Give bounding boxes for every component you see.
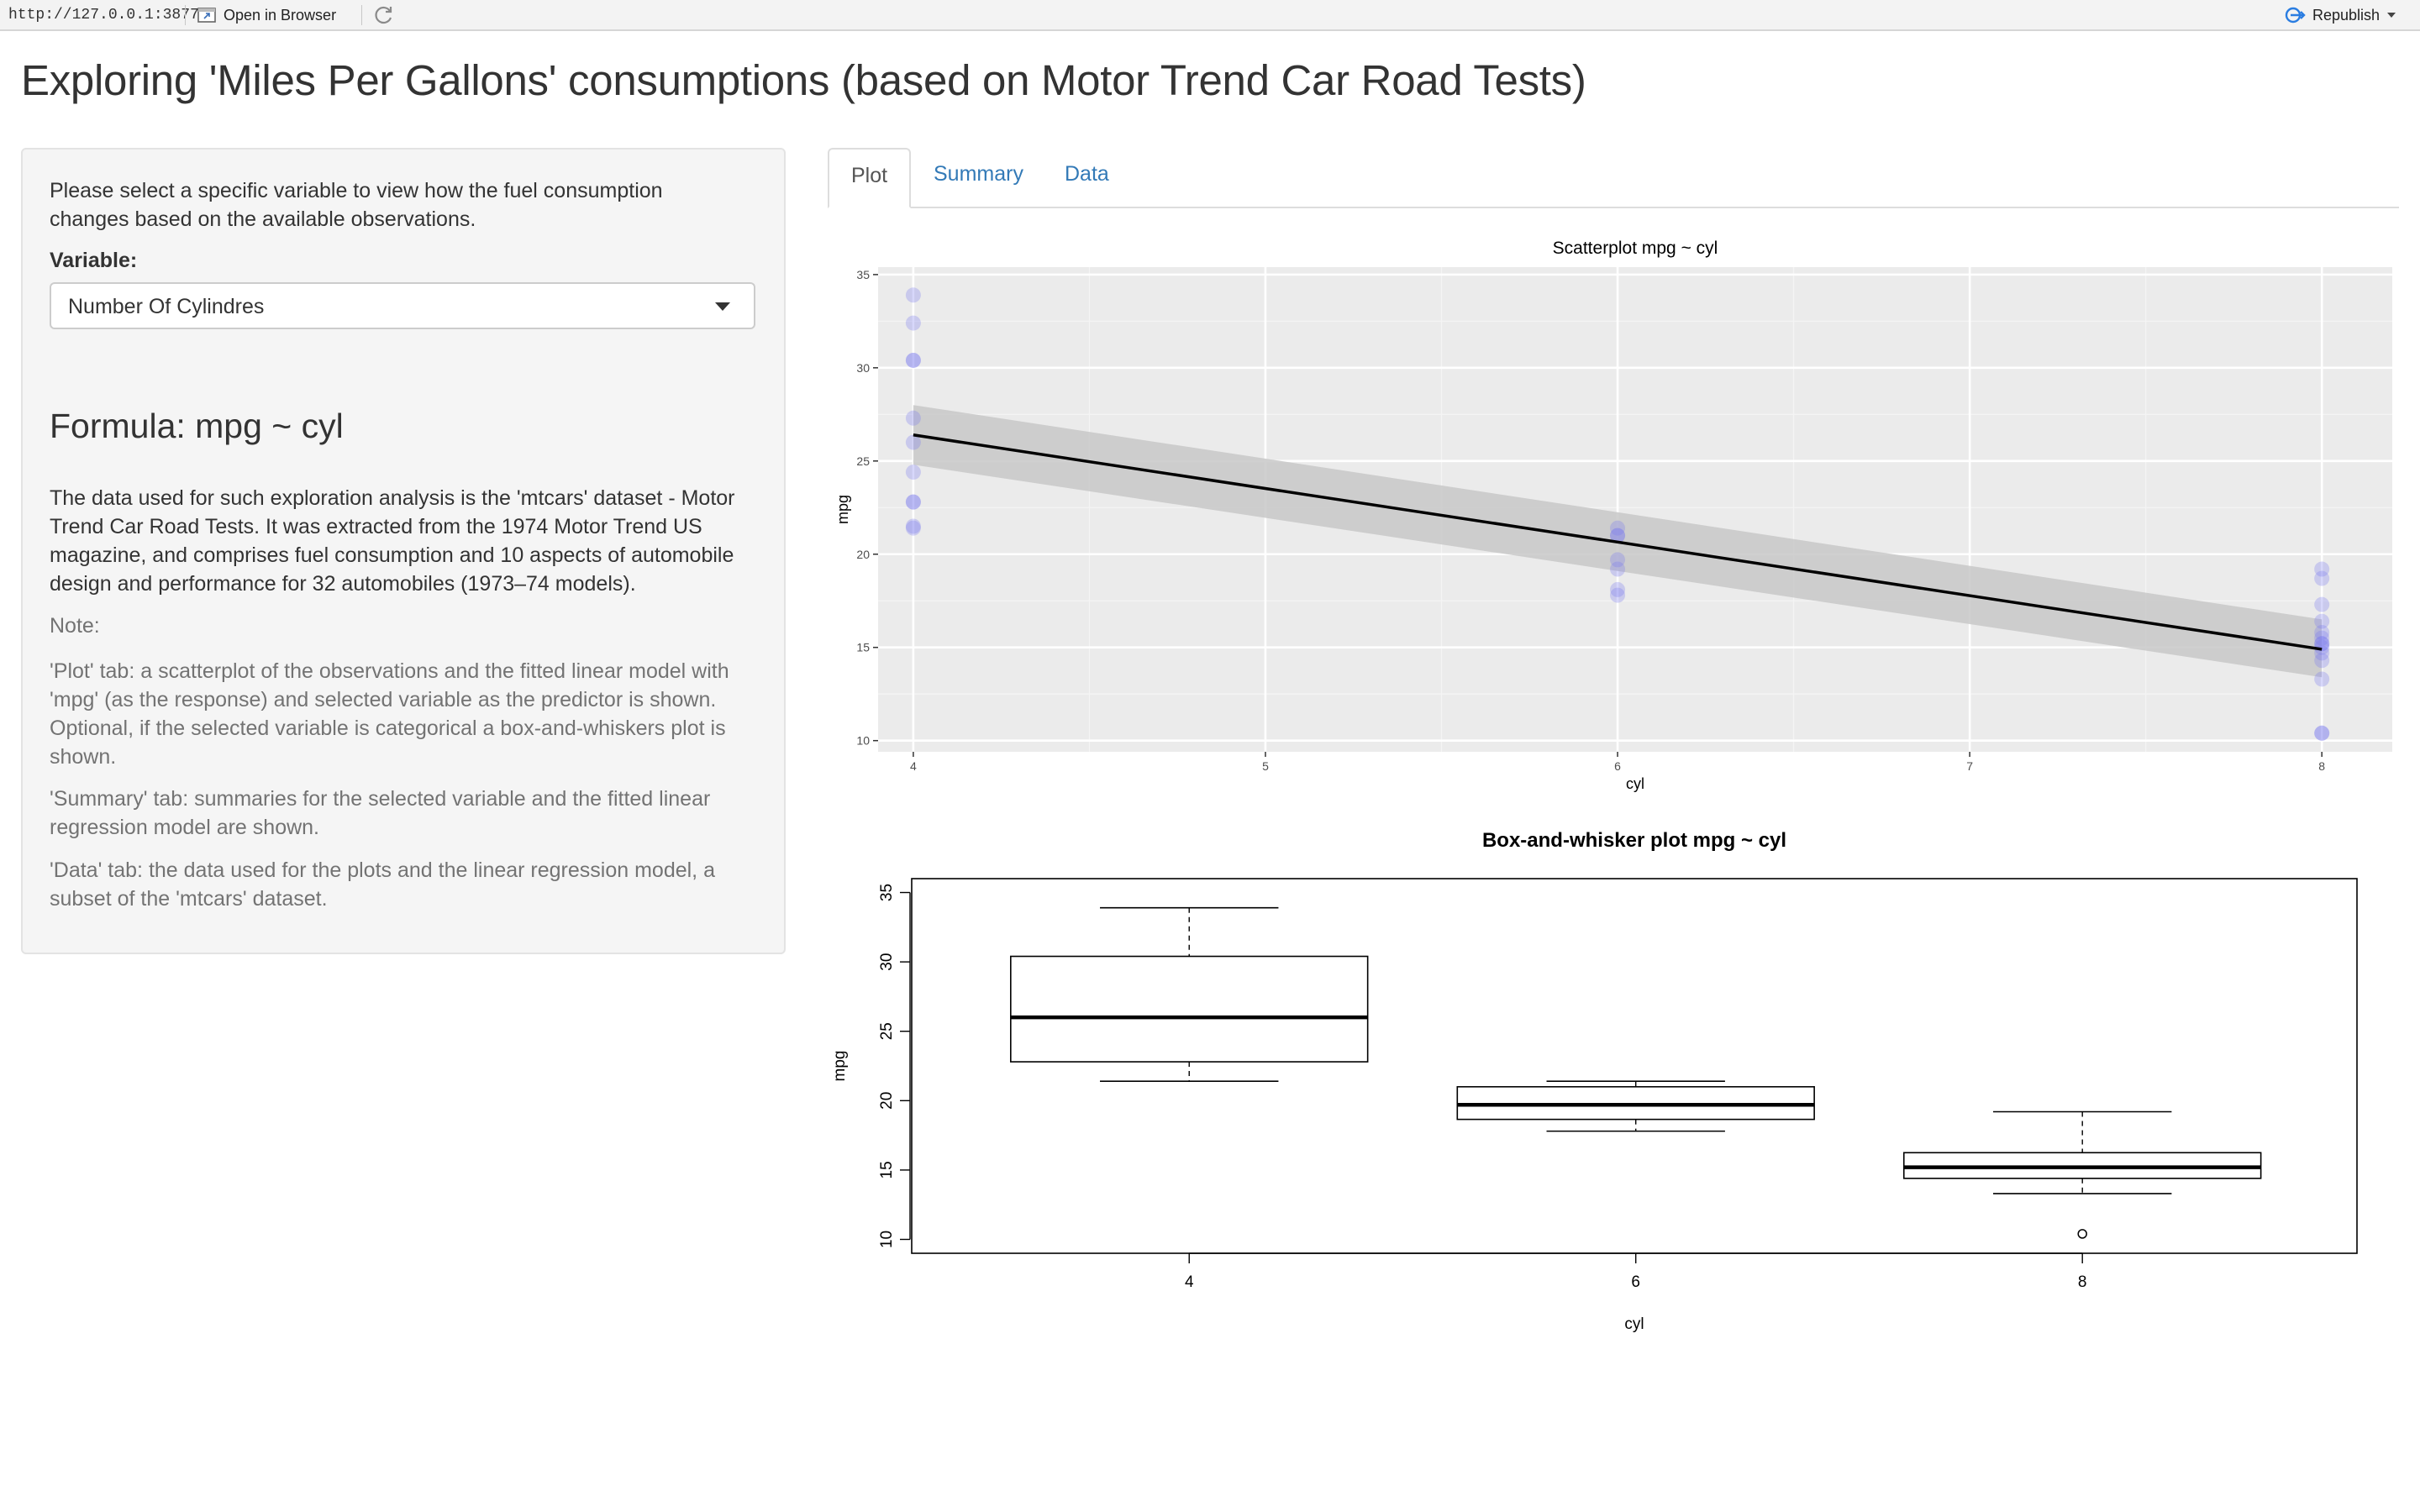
y-tick-label: 25 [856,454,870,468]
variable-select-value: Number Of Cylindres [68,295,265,318]
data-point [2314,570,2330,586]
x-tick-label: 4 [1185,1273,1194,1291]
republish-label: Republish [2312,6,2381,24]
summary-tab-note: 'Summary' tab: summaries for the selecte… [50,787,711,839]
data-point [905,315,921,331]
data-point [2314,561,2330,577]
data-point [1610,587,1626,603]
plot-panel [878,267,2392,752]
viewer-toolbar: http://127.0.0.1:3877 Open in Browser Re… [0,0,2420,31]
data-point [905,518,921,534]
note-label: Note: [50,614,100,638]
data-point [905,494,921,510]
y-tick-label: 20 [878,1092,896,1110]
plot-frame [911,878,2358,1254]
y-tick-label: 15 [856,641,870,654]
y-tick-label: 30 [856,361,870,375]
x-tick-label: 4 [910,759,917,773]
open-in-browser-button[interactable]: Open in Browser [197,3,336,27]
regression-line [913,433,2323,651]
tab-data[interactable]: Data [1065,162,1109,186]
data-point [905,352,921,368]
x-tick-label: 6 [1614,759,1621,773]
data-point [905,520,921,536]
republish-button[interactable]: Republish [2284,3,2396,27]
caret-down-icon [715,302,730,311]
data-point [2314,725,2330,741]
data-point [2314,596,2330,612]
data-point [1610,552,1626,568]
y-tick-label: 15 [878,1161,896,1179]
page-title: Exploring 'Miles Per Gallons' consumptio… [21,56,1586,104]
x-axis-label: cyl [1624,1315,1644,1333]
refresh-icon[interactable] [373,4,395,26]
x-tick-label: 8 [2318,759,2325,773]
publish-icon [2285,7,2306,24]
chevron-down-icon [2387,13,2396,18]
dataset-description: The data used for such exploration analy… [50,486,735,596]
y-tick-label: 10 [856,734,870,748]
data-point [2314,624,2330,640]
scatterplot-chart: Scatterplot mpg ~ cyl 4 5 6 7 8 10 15 20 25 30 35 cy… [834,239,2392,792]
variable-label: Variable: [50,249,138,272]
data-point [2314,653,2330,669]
viewer-url[interactable]: http://127.0.0.1:3877 [8,7,199,24]
data-point [1610,581,1626,597]
x-tick-label: 5 [1262,759,1269,773]
data-point [1610,520,1626,536]
tab-bar: Plot Summary Data [828,148,2399,208]
variable-select[interactable]: Number Of Cylindres [50,282,755,329]
data-point [905,410,921,426]
data-point [1610,561,1626,577]
sidebar-panel: Please select a specific variable to vie… [21,148,786,954]
plot-tab-note: 'Plot' tab: a scatterplot of the observa… [50,659,729,769]
data-point [905,434,921,450]
y-axis-label: mpg [834,495,851,524]
boxplot-title: Box-and-whisker plot mpg ~ cyl [1482,829,1786,852]
formula-heading: Formula: mpg ~ cyl [50,407,344,445]
scatter-title: Scatterplot mpg ~ cyl [1553,239,1718,258]
outlier-point [2077,1229,2087,1239]
data-point [2314,671,2330,687]
y-tick-label: 35 [878,884,896,901]
data-point [905,287,921,303]
toolbar-divider [361,5,362,25]
x-tick-label: 7 [1966,759,1973,773]
x-axis-label: cyl [1626,775,1644,792]
data-point [2314,725,2330,741]
x-tick-label: 6 [1631,1273,1640,1291]
x-tick-label: 8 [2078,1273,2087,1291]
tab-summary[interactable]: Summary [934,162,1023,186]
toolbar-divider [185,5,186,25]
open-in-browser-label: Open in Browser [224,6,337,24]
y-tick-label: 35 [856,268,870,281]
boxplot-chart: Box-and-whisker plot mpg ~ cyl 10 15 20 25 30… [831,829,2358,1333]
box-body [1010,955,1369,1063]
data-point [1610,528,1626,543]
sidebar-intro: Please select a specific variable to vie… [50,179,663,231]
data-point [905,494,921,510]
data-point [2314,639,2330,655]
data-point [1610,528,1626,543]
data-point [2314,630,2330,646]
data-tab-note: 'Data' tab: the data used for the plots … [50,858,715,911]
tab-plot[interactable]: Plot [828,148,912,208]
y-tick-label: 30 [878,953,896,971]
y-tick-label: 10 [878,1231,896,1248]
y-tick-label: 25 [878,1022,896,1040]
browser-window-icon [197,8,216,23]
data-point [905,465,921,480]
data-point [2314,613,2330,629]
y-tick-label: 20 [856,548,870,561]
data-point [905,352,921,368]
y-axis-label: mpg [831,1051,849,1082]
